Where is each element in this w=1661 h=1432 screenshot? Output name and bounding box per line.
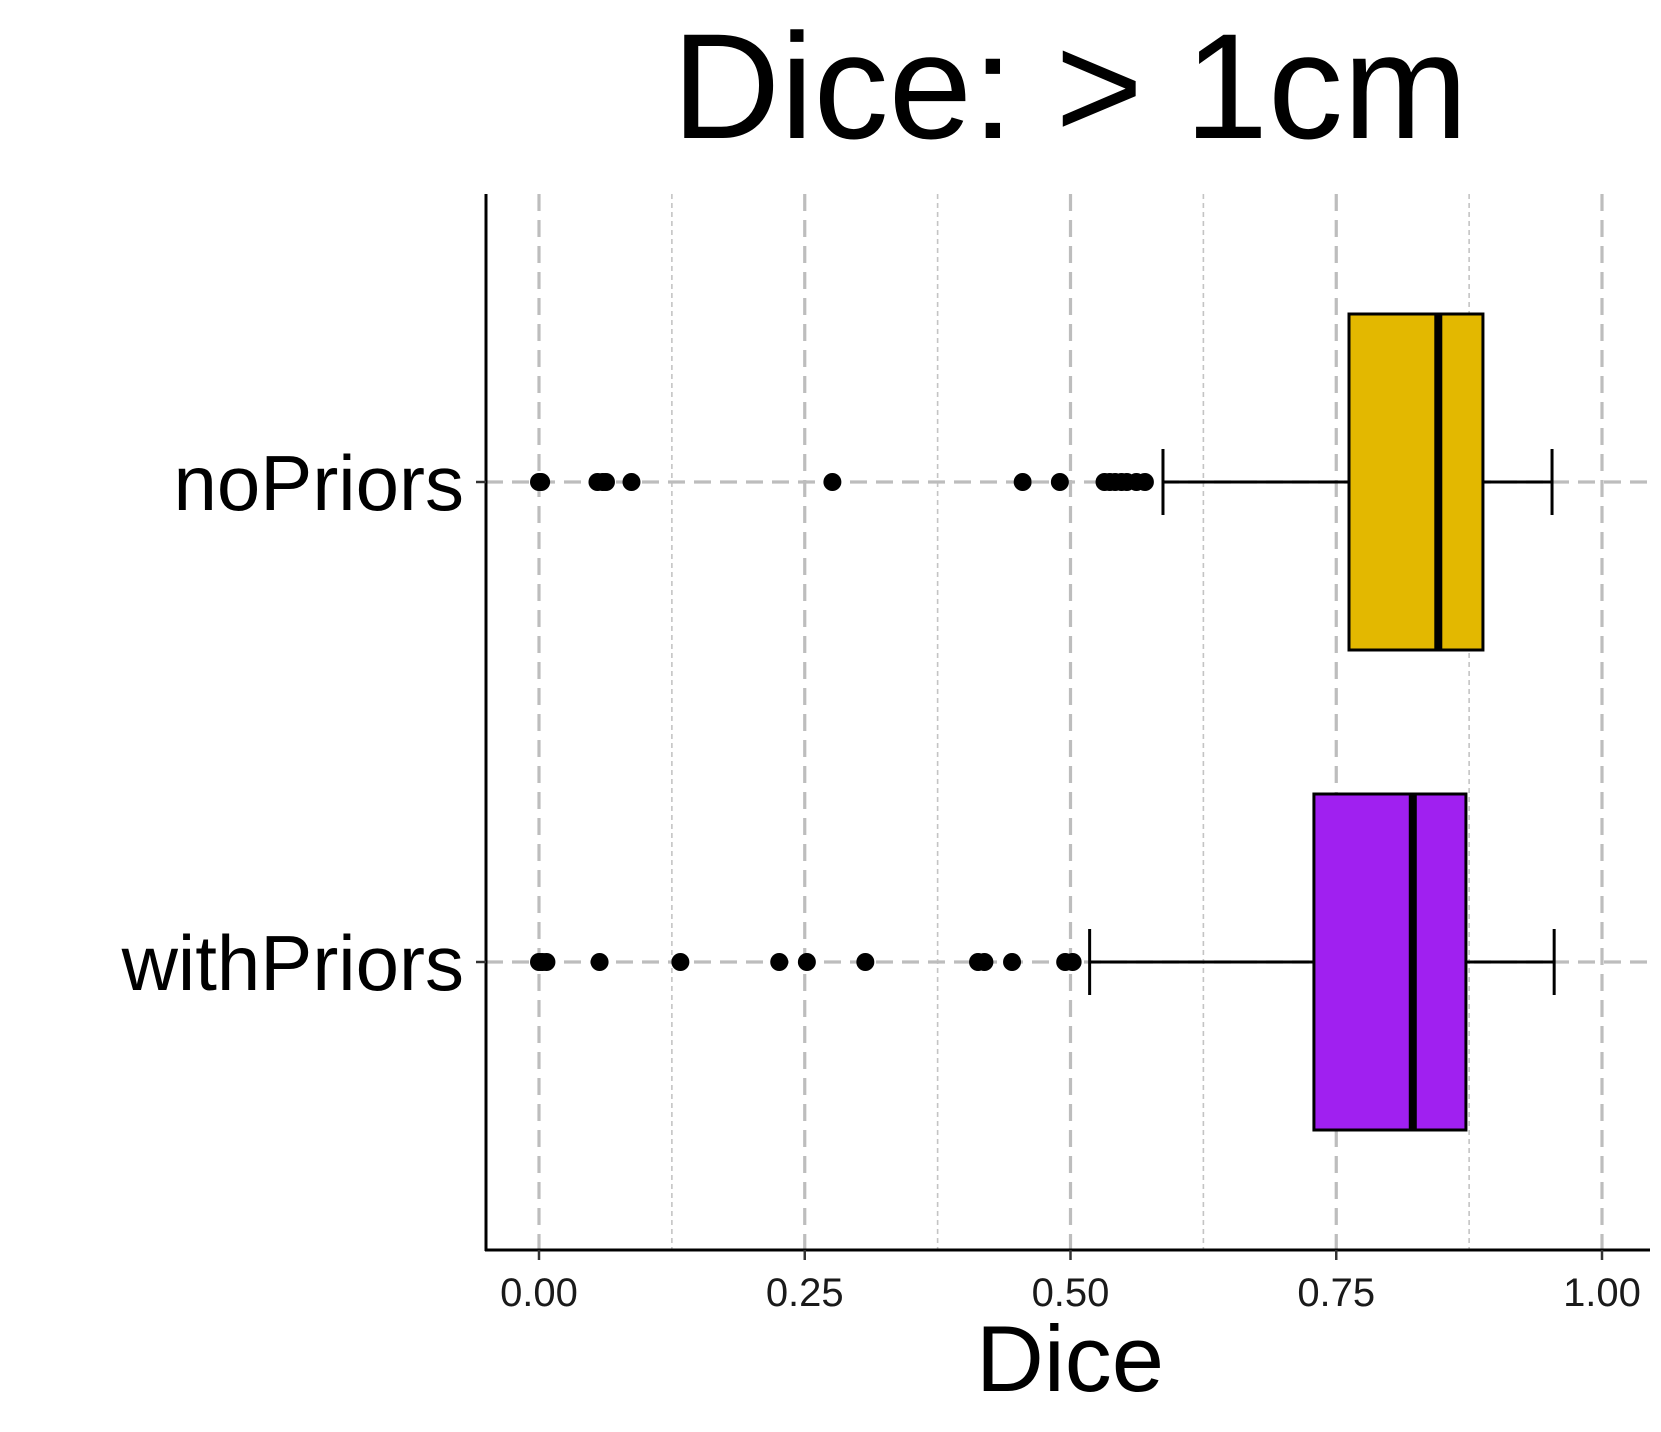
label-layer: Dice: > 1cm Dice 0.00 0.25 0.50 0.75 1.00 noP… (121, 2, 1641, 1411)
outlier-point (532, 473, 551, 491)
outlier-point (590, 953, 609, 971)
category-label: noPriors (174, 439, 464, 527)
boxplot-noPriors (530, 312, 1554, 652)
outlier-point (1050, 473, 1069, 491)
boxplot-withPriors (530, 792, 1556, 1132)
box (1312, 792, 1468, 1132)
outlier-point (975, 953, 994, 971)
outlier-point (671, 953, 690, 971)
outlier-point (770, 953, 789, 971)
x-tick-label: 0.00 (500, 1271, 578, 1315)
box (1347, 312, 1485, 652)
outlier-point (1135, 473, 1154, 491)
x-axis-title: Dice (976, 1306, 1164, 1411)
series-layer (530, 312, 1556, 1132)
outlier-point (1003, 953, 1022, 971)
x-tick-label: 0.25 (766, 1271, 844, 1315)
outlier-point (823, 473, 842, 491)
x-tick-label: 1.00 (1563, 1271, 1641, 1315)
outlier-point (1063, 953, 1082, 971)
outlier-point (622, 473, 641, 491)
category-label: withPriors (121, 919, 464, 1007)
outlier-point (537, 953, 556, 971)
outlier-point (797, 953, 816, 971)
outlier-point (1013, 473, 1032, 491)
x-tick-label: 0.75 (1297, 1271, 1375, 1315)
outlier-point (856, 953, 875, 971)
outlier-point (596, 473, 615, 491)
x-tick-label: 0.50 (1032, 1271, 1110, 1315)
axis-layer (476, 194, 1650, 1260)
chart-title: Dice: > 1cm (672, 2, 1468, 170)
